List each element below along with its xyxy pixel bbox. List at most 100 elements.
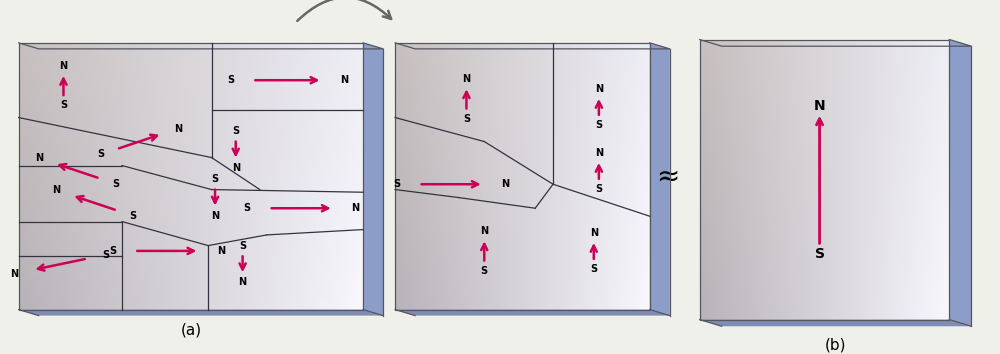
Bar (131, 109, 135, 113)
Bar (893, 253, 896, 257)
Bar (411, 109, 414, 113)
Bar (554, 243, 557, 246)
Bar (551, 266, 554, 270)
Bar (915, 302, 918, 306)
Bar (545, 99, 548, 103)
Bar (893, 316, 896, 320)
Bar (355, 246, 359, 250)
Bar (208, 280, 212, 283)
Bar (449, 286, 452, 290)
Bar (507, 246, 510, 250)
Bar (398, 120, 402, 123)
Bar (243, 219, 247, 223)
Bar (204, 236, 208, 240)
Bar (771, 116, 775, 120)
Bar (915, 225, 918, 229)
Bar (449, 230, 452, 233)
Bar (825, 159, 828, 162)
Bar (526, 240, 529, 243)
Bar (871, 40, 874, 43)
Bar (718, 120, 722, 124)
Bar (843, 267, 846, 270)
Bar (532, 183, 535, 186)
Bar (865, 85, 868, 88)
Bar (350, 286, 355, 290)
Bar (906, 61, 909, 64)
Bar (542, 120, 545, 123)
Bar (840, 229, 843, 232)
Bar (251, 223, 256, 226)
Bar (475, 183, 478, 186)
Bar (628, 146, 631, 149)
Bar (909, 229, 912, 232)
Bar (899, 235, 903, 239)
Bar (200, 73, 204, 76)
Bar (187, 246, 191, 250)
Bar (881, 176, 884, 179)
Bar (200, 163, 204, 166)
Bar (637, 116, 640, 120)
Bar (812, 88, 815, 92)
Bar (618, 306, 621, 310)
Bar (750, 127, 753, 131)
Bar (83, 240, 88, 243)
Bar (709, 235, 712, 239)
Bar (931, 40, 934, 43)
Bar (709, 176, 712, 179)
Bar (906, 253, 909, 257)
Bar (277, 166, 281, 170)
Bar (148, 223, 152, 226)
Bar (503, 176, 507, 179)
Bar (551, 200, 554, 203)
Bar (545, 306, 548, 310)
Bar (608, 233, 612, 236)
Bar (703, 239, 706, 242)
Bar (715, 68, 718, 71)
Bar (890, 302, 893, 306)
Bar (624, 69, 628, 73)
Bar (828, 190, 831, 194)
Bar (787, 218, 790, 222)
Bar (634, 296, 637, 299)
Bar (405, 253, 408, 256)
Bar (921, 78, 924, 81)
Bar (821, 159, 825, 162)
Bar (260, 190, 264, 193)
Bar (871, 215, 874, 218)
Bar (519, 73, 522, 76)
Bar (320, 126, 324, 130)
Bar (912, 211, 915, 215)
Bar (449, 296, 452, 299)
Bar (599, 96, 602, 99)
Bar (484, 296, 487, 299)
Bar (567, 183, 570, 186)
Bar (491, 46, 494, 50)
Bar (784, 166, 787, 169)
Bar (62, 290, 66, 293)
Bar (23, 253, 27, 256)
Bar (868, 246, 871, 250)
Bar (765, 46, 768, 50)
Bar (139, 253, 144, 256)
Bar (225, 303, 230, 306)
Bar (320, 283, 324, 286)
Bar (96, 130, 100, 133)
Bar (234, 116, 238, 120)
Bar (187, 226, 191, 230)
Bar (307, 116, 312, 120)
Bar (251, 243, 256, 246)
Bar (940, 68, 943, 71)
Bar (437, 116, 440, 120)
Bar (874, 96, 878, 99)
Bar (398, 146, 402, 149)
Bar (465, 286, 468, 290)
Bar (405, 210, 408, 213)
Bar (290, 296, 294, 299)
Bar (800, 43, 803, 46)
Bar (105, 246, 109, 250)
Bar (481, 59, 484, 63)
Bar (178, 233, 182, 236)
Bar (831, 172, 834, 176)
Bar (503, 280, 507, 283)
Bar (643, 223, 647, 226)
